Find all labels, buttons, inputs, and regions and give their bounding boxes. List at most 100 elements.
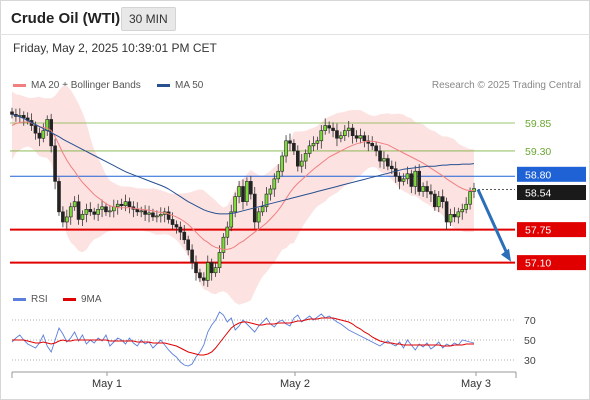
candle-body xyxy=(299,160,304,167)
candle-body xyxy=(280,155,284,172)
level-label-59.30: 59.30 xyxy=(525,146,551,158)
rsi-tick-50: 50 xyxy=(524,335,536,347)
candle-body xyxy=(147,212,151,215)
candle-body xyxy=(296,150,300,167)
candle-body xyxy=(429,191,433,195)
candle-body xyxy=(115,203,120,208)
research-credit: Research © 2025 Trading Central xyxy=(431,80,581,91)
candle-body xyxy=(88,209,93,213)
candle-body xyxy=(33,125,38,134)
candle-body xyxy=(209,262,214,274)
candle-body xyxy=(421,186,425,192)
ma50-swatch xyxy=(157,83,170,87)
instrument-title: Crude Oil (WTI) xyxy=(11,10,121,27)
candle-body xyxy=(374,145,378,152)
candle-body xyxy=(260,206,265,213)
candle-body xyxy=(444,201,449,223)
rsi-tick-70: 70 xyxy=(524,315,536,327)
candle-body xyxy=(370,143,375,147)
candle-body xyxy=(331,127,335,131)
candle-body xyxy=(186,239,190,251)
candle-body xyxy=(202,277,206,281)
candle-body xyxy=(327,125,331,129)
legend-ma20: MA 20 + Bollinger Bands xyxy=(13,80,141,91)
candle-body xyxy=(217,252,222,268)
candle-body xyxy=(194,262,198,274)
candle-body xyxy=(335,130,339,139)
candle-body xyxy=(405,173,410,180)
candle-body xyxy=(284,140,288,157)
candle-body xyxy=(436,196,441,208)
level-tag-57.10 xyxy=(517,255,586,271)
candle-body xyxy=(440,196,445,202)
candle-body xyxy=(182,231,187,241)
candle-body xyxy=(448,214,453,223)
candle-body xyxy=(417,170,421,192)
candle-body xyxy=(166,211,171,220)
legend-9ma: 9MA xyxy=(63,294,102,305)
rsi-9ma-line xyxy=(12,317,474,356)
candle-body xyxy=(256,211,261,223)
candle-body xyxy=(264,193,269,208)
candle-body xyxy=(205,262,210,281)
forecast-arrow-head xyxy=(501,248,511,262)
9ma-swatch xyxy=(63,297,76,301)
candle-body xyxy=(249,181,253,195)
timestamp: Friday, May 2, 2025 10:39:01 PM CET xyxy=(13,41,217,55)
candle-body xyxy=(72,201,77,208)
candle-body xyxy=(292,143,296,152)
candle-body xyxy=(382,158,386,162)
candle-body xyxy=(10,111,14,115)
candle-body xyxy=(303,153,308,162)
candle-body xyxy=(358,135,363,139)
level-label-59.85: 59.85 xyxy=(525,118,551,130)
level-label-57.10: 57.10 xyxy=(525,258,551,270)
candle-body xyxy=(241,186,245,202)
candle-body xyxy=(468,191,472,205)
ma50-line xyxy=(11,113,475,215)
candle-body xyxy=(307,145,312,154)
candle-body xyxy=(378,150,382,162)
timeframe-button[interactable]: 30 MIN xyxy=(121,7,176,31)
candle-body xyxy=(96,209,100,215)
level-tag-58.54 xyxy=(517,185,586,201)
legend-rsi-label: RSI xyxy=(31,294,48,305)
level-tag-58.80 xyxy=(517,166,586,182)
rsi-tick-30: 30 xyxy=(524,355,536,367)
candle-body xyxy=(229,211,234,228)
level-label-58.54: 58.54 xyxy=(525,188,551,200)
candle-body xyxy=(413,170,418,187)
candle-body xyxy=(245,181,249,202)
candle-body xyxy=(288,140,292,144)
x-tick-label: May 2 xyxy=(280,378,310,390)
candle-body xyxy=(323,125,328,131)
candle-body xyxy=(80,214,85,220)
ma20-swatch xyxy=(13,83,26,87)
candle-body xyxy=(37,132,42,139)
candle-body xyxy=(346,127,351,131)
candle-body xyxy=(433,193,437,208)
legend-ma50: MA 50 xyxy=(157,80,203,91)
ma20-line xyxy=(11,121,474,250)
candle-body xyxy=(342,130,347,136)
candle-body xyxy=(225,226,230,238)
candle-body xyxy=(452,214,457,218)
candle-body xyxy=(198,272,202,279)
candle-body xyxy=(276,170,281,180)
candle-body xyxy=(135,209,140,213)
candle-body xyxy=(143,210,147,215)
candle-body xyxy=(92,211,97,215)
candle-body xyxy=(127,201,132,208)
candle-body xyxy=(158,214,163,217)
candle-body xyxy=(393,168,398,177)
candle-body xyxy=(170,219,175,225)
level-label-57.75: 57.75 xyxy=(525,225,551,237)
x-tick-label: May 1 xyxy=(92,378,122,390)
candle-body xyxy=(425,186,429,192)
candle-body xyxy=(174,224,179,228)
candle-body xyxy=(311,143,316,147)
candle-body xyxy=(460,209,465,213)
candle-body xyxy=(456,211,461,218)
candle-body xyxy=(139,210,144,213)
